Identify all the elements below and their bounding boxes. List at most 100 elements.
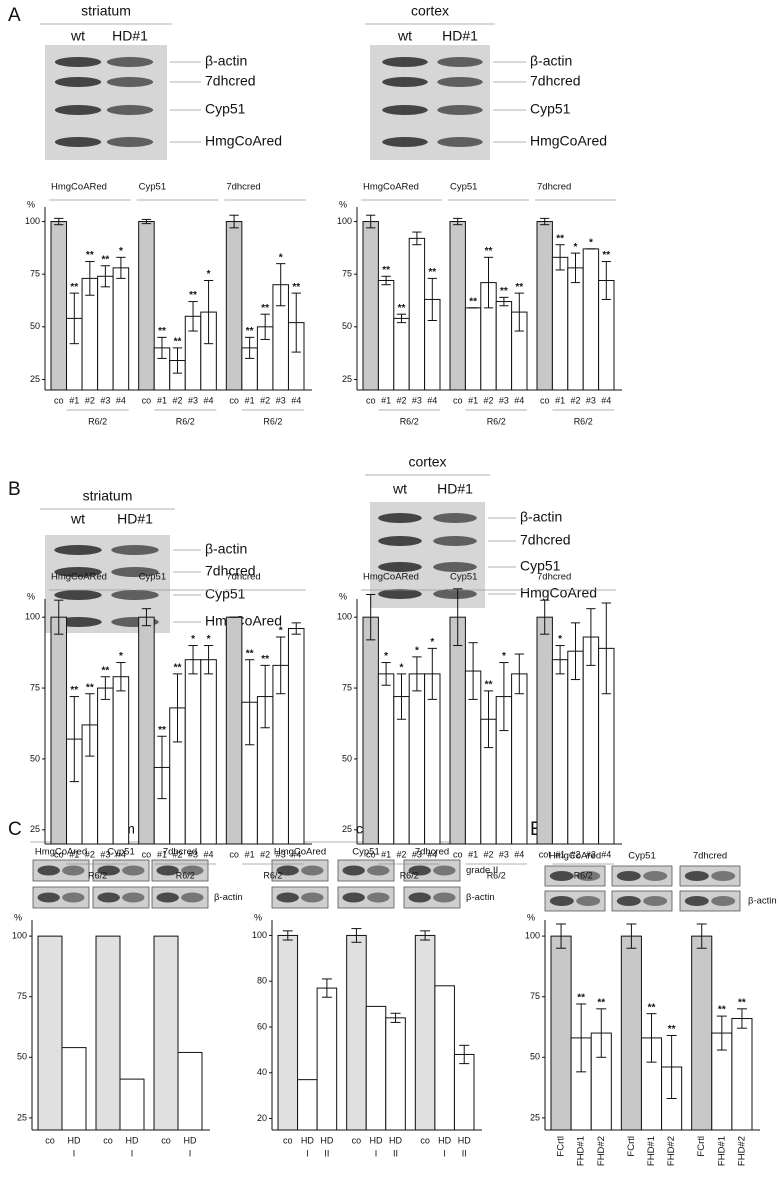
bar (453, 1053, 475, 1131)
significance: ** (246, 648, 254, 659)
blot-band (106, 137, 154, 147)
bar (225, 221, 243, 391)
significance: * (502, 651, 506, 662)
x-tick-label: co (229, 849, 239, 859)
x-tick-label: co (142, 849, 152, 859)
group-title: Cyp51 (450, 572, 477, 583)
panel-letter: B (8, 479, 21, 500)
blot-title: cortex (408, 454, 446, 470)
blot-strip (337, 859, 395, 882)
x-tick-label: #1 (69, 849, 79, 859)
significance: * (279, 626, 283, 637)
blot-band (616, 871, 641, 881)
bar (200, 659, 217, 845)
significance: ** (515, 282, 523, 293)
blot-band (106, 57, 154, 67)
band-label: HmgCoAred (205, 613, 282, 629)
treated-label: R6/2 (88, 416, 107, 426)
significance: ** (101, 254, 109, 265)
x-tick-label: #1 (69, 395, 79, 405)
y-tick-label: 100 (12, 930, 27, 940)
y-tick-label: 100 (337, 612, 352, 622)
significance: * (400, 663, 404, 674)
blot-strip (544, 865, 606, 887)
blot-band (122, 892, 145, 903)
x-sub-label: I (306, 1148, 309, 1158)
x-tick-label: #1 (245, 849, 255, 859)
y-tick-label: 80 (257, 976, 267, 986)
bar (449, 616, 466, 845)
bar (495, 301, 513, 391)
row-label: β-actin (466, 892, 495, 903)
blot-strip (403, 886, 461, 909)
band-label: Cyp51 (205, 101, 246, 117)
group-title: HmgCoARed (363, 182, 419, 193)
significance: ** (158, 326, 166, 337)
y-tick-label: 25 (30, 374, 40, 384)
significance: ** (602, 250, 610, 261)
treated-label: R6/2 (263, 416, 282, 426)
blot-band (433, 589, 477, 599)
treated-label: R6/2 (400, 870, 419, 880)
significance: ** (70, 282, 78, 293)
blot-band (549, 896, 574, 906)
x-tick-label: co (453, 849, 463, 859)
x-tick-label: FCrtl (696, 1136, 707, 1157)
bar (536, 221, 553, 391)
x-tick-label: #3 (586, 849, 596, 859)
blot-band (156, 865, 179, 876)
blot-band (54, 105, 102, 115)
treated-label: R6/2 (176, 870, 195, 880)
band-label: HmgCoAred (520, 585, 597, 601)
significance: * (415, 646, 419, 657)
x-tick-label: #3 (412, 395, 422, 405)
y-tick-label: 50 (342, 321, 352, 331)
y-tick-label: 50 (17, 1052, 27, 1062)
x-tick-label: #3 (499, 849, 509, 859)
treated-label: R6/2 (400, 416, 419, 426)
significance: ** (189, 290, 197, 301)
significance: ** (577, 993, 585, 1004)
blot-band (382, 105, 428, 115)
x-tick-label: #1 (555, 395, 565, 405)
x-tick-label: co (352, 1135, 362, 1145)
x-tick-label: #1 (157, 395, 167, 405)
significance: ** (485, 680, 493, 691)
bar (620, 935, 642, 1131)
blot-band (276, 865, 299, 876)
x-tick-label: FHD#1 (646, 1136, 657, 1166)
x-tick-label: #2 (396, 849, 406, 859)
blot-band (437, 77, 483, 87)
lane-label: HD#1 (437, 481, 473, 497)
treated-label: R6/2 (574, 416, 593, 426)
x-sub-label: I (189, 1148, 192, 1158)
bar (551, 256, 569, 391)
blot-band (97, 892, 120, 903)
x-tick-label: FHD#2 (666, 1136, 677, 1166)
x-sub-label: I (73, 1148, 76, 1158)
band-label: Cyp51 (520, 558, 561, 574)
blot-band (106, 105, 154, 115)
treated-label: R6/2 (574, 870, 593, 880)
bar (550, 935, 572, 1131)
blot-strip (611, 890, 673, 912)
bar (393, 317, 410, 391)
y-tick-label: 25 (342, 824, 352, 834)
significance: * (207, 634, 211, 645)
significance: * (119, 651, 123, 662)
x-tick-label: #3 (586, 395, 596, 405)
y-tick-label: 100 (25, 612, 40, 622)
strip-label: Cyp51 (107, 847, 134, 858)
y-tick-label: 100 (525, 930, 540, 940)
significance: ** (556, 233, 564, 244)
y-tick-label: 75 (342, 269, 352, 279)
blot-band (122, 865, 145, 876)
group-title: 7dhcred (226, 182, 260, 193)
blot-band (54, 137, 102, 147)
blot-band (437, 137, 483, 147)
x-tick-label: #2 (172, 395, 182, 405)
y-tick-label: 50 (342, 753, 352, 763)
significance: ** (469, 297, 477, 308)
x-tick-label: co (45, 1135, 55, 1145)
band-label: β-actin (205, 541, 247, 557)
